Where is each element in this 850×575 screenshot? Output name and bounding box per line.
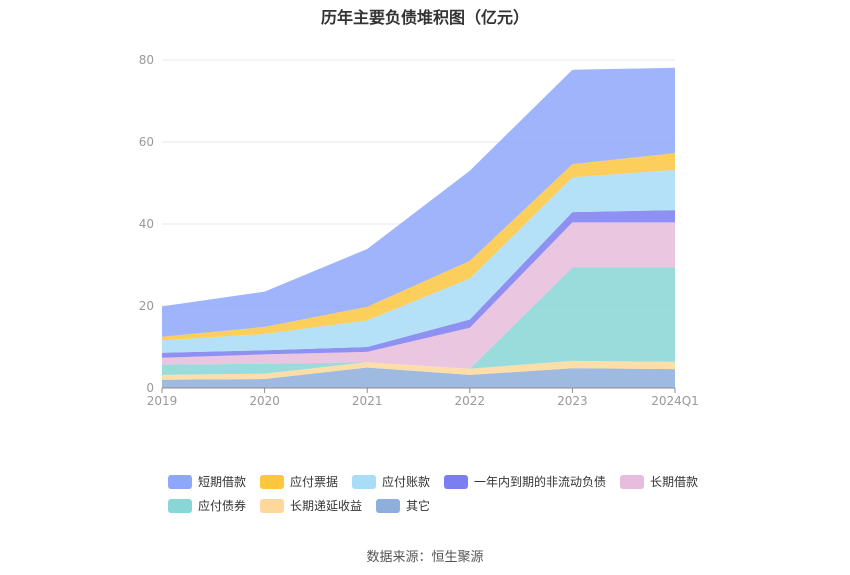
area-应付账款	[162, 169, 675, 353]
y-tick-label: 20	[139, 299, 154, 313]
legend-item[interactable]: 短期借款	[168, 475, 246, 489]
data-source: 数据来源：恒生聚源	[366, 550, 484, 565]
legend-label: 其它	[406, 498, 430, 513]
area-应付票据	[162, 153, 675, 341]
chart-title: 历年主要负债堆积图（亿元）	[320, 8, 529, 27]
area-应付债券	[162, 267, 675, 375]
legend-label: 长期递延收益	[290, 499, 362, 513]
legend-label: 一年内到期的非流动负债	[474, 474, 606, 489]
legend-label: 短期借款	[198, 475, 246, 489]
legend-swatch	[352, 475, 376, 489]
legend-label: 应付账款	[382, 474, 430, 489]
legend-item[interactable]: 一年内到期的非流动负债	[444, 474, 606, 489]
legend-label: 应付票据	[290, 474, 338, 489]
legend-label: 长期借款	[650, 475, 698, 489]
y-tick-label: 80	[139, 53, 154, 67]
y-tick-label: 40	[139, 217, 154, 231]
legend-swatch	[376, 499, 400, 513]
legend-swatch	[260, 499, 284, 513]
legend-item[interactable]: 应付票据	[260, 474, 338, 489]
legend-label: 应付债券	[198, 498, 246, 513]
x-tick-label: 2023	[557, 394, 588, 408]
area-series	[162, 67, 675, 388]
area-长期递延收益	[162, 360, 675, 380]
legend-item[interactable]: 长期借款	[620, 475, 698, 489]
y-tick-label: 60	[139, 135, 154, 149]
legend-swatch	[260, 475, 284, 489]
area-短期借款	[162, 67, 675, 337]
legend-item[interactable]: 应付账款	[352, 474, 430, 489]
legend-item[interactable]: 应付债券	[168, 498, 246, 513]
x-tick-label: 2024Q1	[651, 394, 699, 408]
legend-swatch	[620, 475, 644, 489]
legend-item[interactable]: 其它	[376, 498, 430, 513]
area-长期借款	[162, 222, 675, 369]
legend-swatch	[444, 475, 468, 489]
x-tick-label: 2022	[455, 394, 486, 408]
y-tick-label: 0	[146, 381, 154, 395]
x-tick-label: 2019	[147, 394, 178, 408]
legend-item[interactable]: 长期递延收益	[260, 499, 362, 513]
area-一年内到期的非流动负债	[162, 210, 675, 358]
x-tick-label: 2021	[352, 394, 383, 408]
legend-swatch	[168, 475, 192, 489]
legend-swatch	[168, 499, 192, 513]
x-tick-label: 2020	[249, 394, 280, 408]
axes: 0 20 40 60 80 2019 2020 2021 2022 2023 2024Q1	[139, 53, 699, 408]
area-其它	[162, 367, 675, 388]
